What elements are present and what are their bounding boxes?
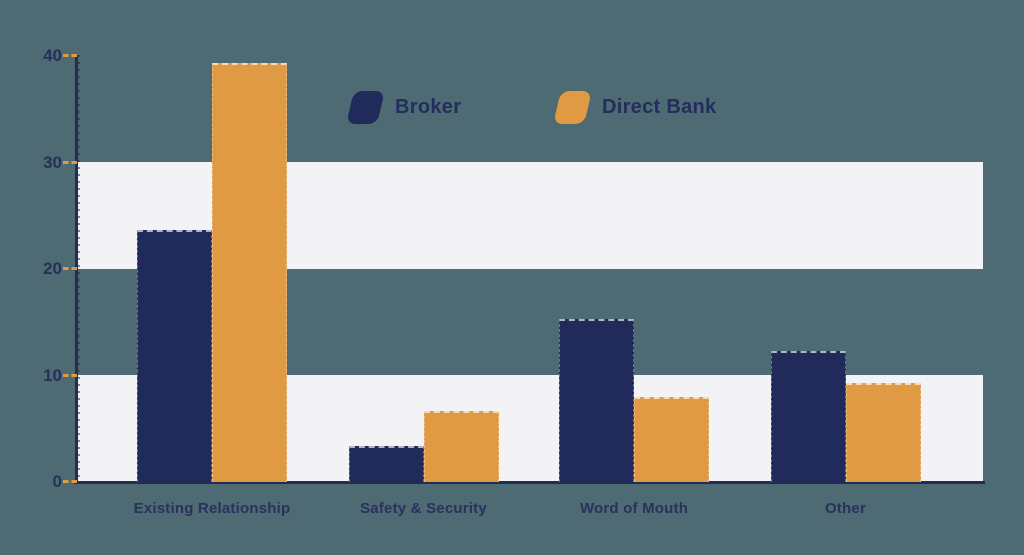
y-tick-dash-0 — [63, 480, 77, 483]
x-label-word-of-mouth: Word of Mouth — [579, 500, 689, 517]
bar-direct-bank-word-of-mouth — [634, 396, 709, 482]
y-tick-dash-40 — [63, 54, 77, 57]
y-tick-dash-30 — [63, 160, 77, 164]
bar-broker-other — [770, 351, 846, 482]
y-tick-label-20: 20 — [43, 259, 62, 278]
y-tick-label-40: 40 — [43, 46, 62, 65]
y-tick-label-0: 0 — [52, 472, 62, 491]
legend-item-direct-bank: Direct Bank — [553, 91, 717, 124]
x-label-existing-relationship: Existing Relationship — [133, 500, 291, 517]
y-tick-dash-20 — [63, 267, 77, 270]
bar-broker-existing-relationship — [137, 229, 212, 482]
y-axis-minor-ticks — [78, 55, 80, 482]
legend-label-broker: Broker — [395, 96, 462, 118]
y-tick-label-30: 30 — [43, 152, 62, 172]
legend-swatch-broker — [346, 91, 385, 124]
legend-swatch-direct-bank — [553, 91, 592, 124]
bar-broker-word-of-mouth — [559, 319, 634, 482]
x-axis-baseline — [74, 481, 985, 484]
x-label-other: Other — [824, 500, 866, 517]
bar-direct-bank-other — [845, 382, 921, 482]
bar-broker-safety-security — [348, 445, 424, 482]
y-tick-dash-10 — [63, 373, 77, 377]
x-label-safety-security: Safety & Security — [360, 500, 487, 517]
legend-item-broker: Broker — [346, 91, 462, 124]
y-tick-label-10: 10 — [43, 365, 62, 385]
bar-direct-bank-safety-security — [423, 410, 499, 482]
bar-direct-bank-existing-relationship — [212, 63, 287, 482]
legend-label-direct-bank: Direct Bank — [602, 96, 717, 118]
